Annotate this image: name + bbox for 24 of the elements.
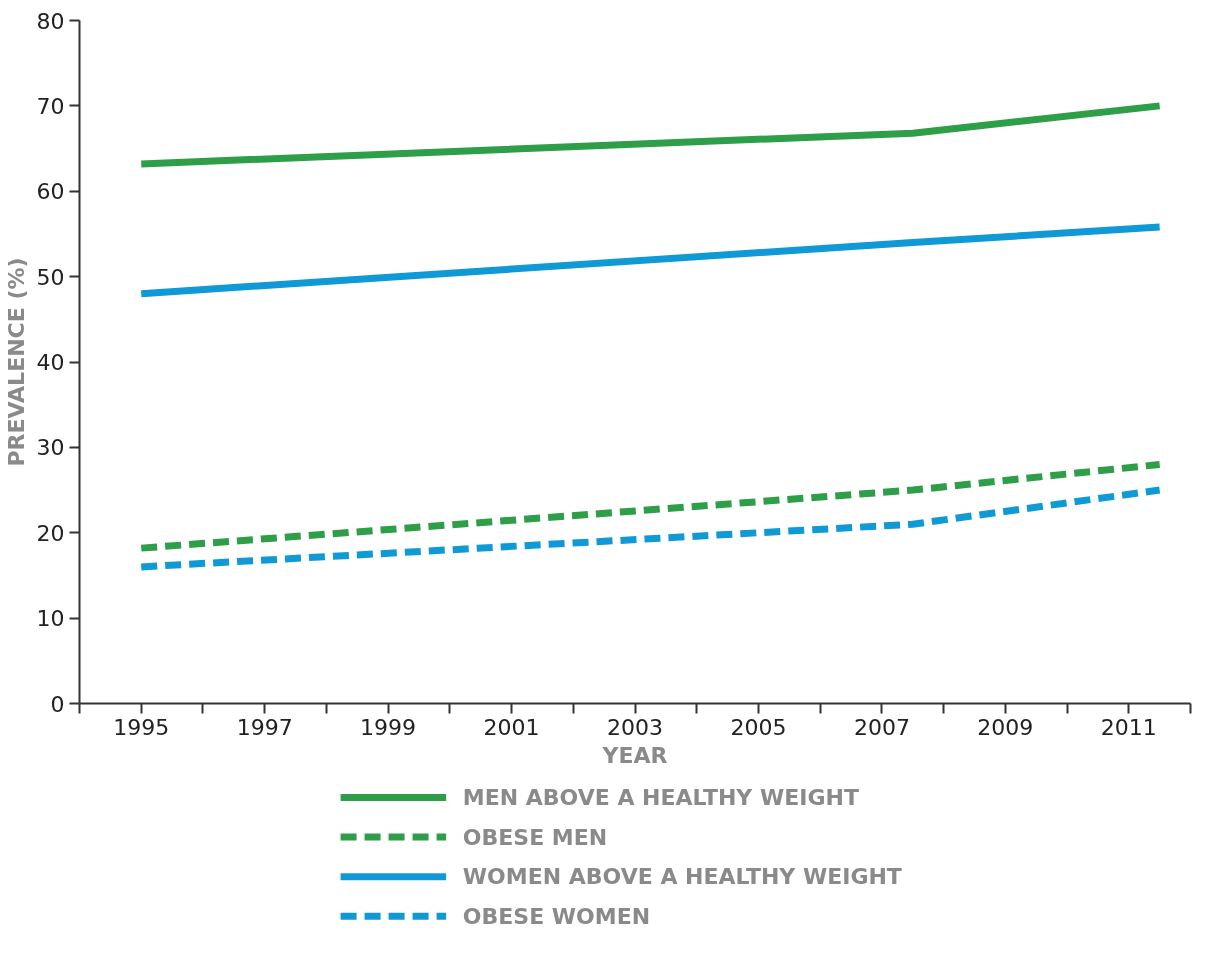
x-tick-label: 1999 bbox=[360, 714, 417, 740]
y-tick-label: 20 bbox=[36, 520, 65, 546]
x-tick-label: 1995 bbox=[113, 714, 170, 740]
x-axis-title: YEAR bbox=[601, 742, 668, 768]
y-tick-label: 50 bbox=[36, 264, 65, 290]
legend-label: MEN ABOVE A HEALTHY WEIGHT bbox=[462, 785, 859, 810]
x-tick-label: 2001 bbox=[483, 714, 540, 740]
legend-label: WOMEN ABOVE A HEALTHY WEIGHT bbox=[462, 864, 902, 890]
y-tick-label: 60 bbox=[36, 179, 65, 205]
y-tick-label: 30 bbox=[36, 435, 65, 461]
legend-label: OBESE WOMEN bbox=[462, 903, 651, 929]
y-tick-label: 40 bbox=[36, 350, 65, 375]
y-tick-label: 70 bbox=[36, 93, 65, 119]
x-tick-label: 2003 bbox=[607, 714, 664, 740]
x-tick-label: 1997 bbox=[236, 714, 293, 740]
y-tick-label: 10 bbox=[36, 606, 65, 632]
x-tick-label: 2009 bbox=[977, 714, 1034, 740]
y-axis-title: PREVALENCE (%) bbox=[3, 257, 29, 467]
legend-label: OBESE MEN bbox=[462, 824, 608, 850]
y-tick-label: 80 bbox=[36, 8, 65, 34]
x-tick-label: 2007 bbox=[853, 714, 910, 740]
x-tick-label: 2011 bbox=[1100, 714, 1157, 740]
y-tick-label: 0 bbox=[50, 691, 65, 717]
x-tick-label: 2005 bbox=[730, 714, 787, 740]
